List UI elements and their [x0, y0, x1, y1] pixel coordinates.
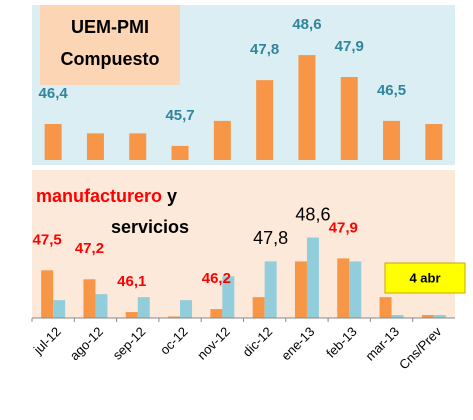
x-tick-label: sep-12 [110, 324, 149, 363]
annotation-box [384, 262, 466, 294]
bar [421, 315, 434, 318]
x-tick-label: ene-13 [278, 324, 317, 363]
bar [379, 297, 392, 318]
bar [391, 315, 404, 318]
bar [340, 77, 358, 160]
bar [180, 300, 193, 318]
x-tick-label: oc-12 [157, 324, 191, 358]
value-label: 47,9 [335, 38, 364, 55]
bar [86, 133, 104, 160]
x-tick-label: mar-13 [362, 324, 402, 364]
bar [95, 294, 108, 318]
value-label: 47,9 [329, 219, 358, 236]
bar [349, 261, 362, 318]
bar [252, 297, 265, 318]
x-tick-label: nov-12 [194, 324, 233, 363]
bar [129, 133, 147, 160]
bar [383, 120, 401, 160]
bar [222, 276, 235, 318]
value-label: 47,5 [33, 231, 62, 248]
x-tick-label: ago-12 [67, 324, 106, 363]
bar [337, 258, 350, 318]
bar [210, 309, 223, 318]
bar [53, 300, 66, 318]
bar [425, 123, 443, 160]
bar [168, 316, 181, 318]
title-part: y [167, 186, 177, 206]
bar [44, 123, 62, 160]
x-tick-label: dic-12 [240, 324, 276, 360]
bar [256, 80, 274, 160]
value-label: 48,6 [295, 204, 330, 224]
value-label: 47,8 [250, 41, 279, 58]
chart-title: UEM-PMI [71, 17, 149, 37]
bar [41, 270, 54, 318]
value-label: 46,1 [117, 273, 146, 290]
bar [294, 261, 307, 318]
value-label: 46,4 [39, 85, 69, 102]
chart-title: manufacturero y [36, 186, 177, 206]
bar [213, 120, 231, 160]
value-label: 47,8 [253, 228, 288, 248]
bar [298, 55, 316, 160]
annotation: 4 abr [409, 270, 440, 285]
bar [306, 237, 319, 318]
x-tick-label: feb-13 [323, 324, 360, 361]
x-tick-label: jul-12 [30, 324, 64, 358]
value-label: 46,2 [202, 270, 231, 287]
title-box [40, 5, 180, 85]
bar [171, 145, 189, 160]
bar [264, 261, 277, 318]
x-tick-label: Cns/Prev [396, 324, 445, 373]
bar [433, 315, 446, 318]
chart-title: servicios [111, 217, 189, 237]
chart-title: Compuesto [61, 49, 160, 69]
bar [125, 312, 138, 318]
title-part: manufacturero [36, 186, 162, 206]
bar [83, 279, 96, 318]
value-label: 46,5 [377, 82, 406, 99]
value-label: 48,6 [292, 16, 321, 33]
value-label: 45,7 [165, 107, 194, 124]
value-label: 47,2 [75, 240, 104, 257]
bar [137, 297, 150, 318]
